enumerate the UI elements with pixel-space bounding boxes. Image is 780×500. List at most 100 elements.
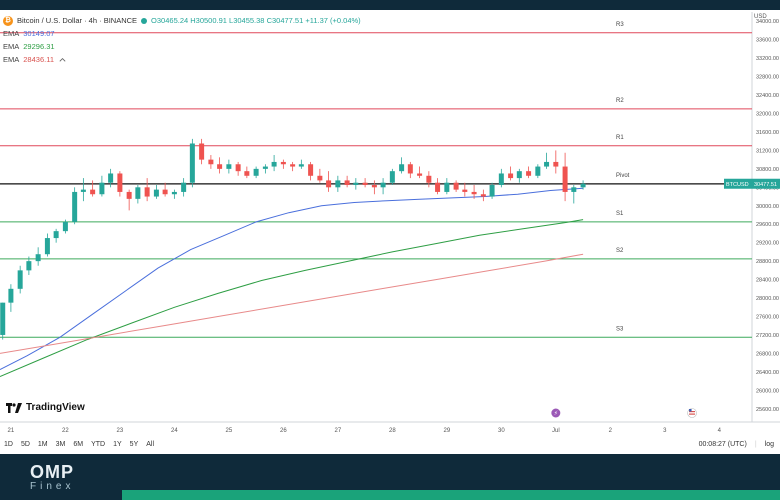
pivot-label: R2 bbox=[616, 98, 624, 104]
pivot-label: S2 bbox=[616, 248, 624, 254]
candle-body bbox=[535, 166, 541, 176]
candle-body bbox=[417, 173, 423, 176]
timeframe-5d[interactable]: 5D bbox=[20, 440, 30, 448]
timeframe-3m[interactable]: 3M bbox=[55, 440, 66, 448]
candle-body bbox=[580, 183, 586, 188]
log-scale-toggle[interactable]: log bbox=[764, 440, 774, 448]
finex-wordmark: Finex bbox=[30, 481, 75, 492]
price-tick-label: 27600.00 bbox=[756, 315, 779, 321]
price-tick-label: 27200.00 bbox=[756, 333, 779, 339]
ema-label: EMA bbox=[3, 42, 20, 51]
candle-body bbox=[108, 173, 114, 183]
toolbar-divider: | bbox=[754, 440, 757, 448]
grid bbox=[0, 12, 780, 423]
time-tick-label: 28 bbox=[389, 428, 396, 434]
price-tick-label: 29200.00 bbox=[756, 241, 779, 247]
candle-body bbox=[208, 159, 214, 165]
toolbar-right: 00:08:27 (UTC) | log bbox=[699, 437, 780, 451]
time-tick-label: Jul bbox=[552, 428, 560, 434]
time-tick-label: 30 bbox=[498, 428, 505, 434]
price-tick-label: 26800.00 bbox=[756, 351, 779, 357]
timeframe-1m[interactable]: 1M bbox=[37, 440, 48, 448]
symbol-title[interactable]: Bitcoin / U.S. Dollar · 4h · BINANCE bbox=[17, 16, 138, 25]
candle-body bbox=[544, 161, 550, 167]
candle-body bbox=[244, 171, 250, 176]
tradingview-logo: TradingView bbox=[6, 402, 85, 413]
ema-row-3[interactable]: EMA 28436.11 bbox=[3, 53, 361, 66]
currency-label[interactable]: USD bbox=[754, 14, 767, 20]
candle-body bbox=[235, 164, 241, 172]
candle-body bbox=[399, 164, 405, 172]
time-tick-label: 4 bbox=[718, 428, 722, 434]
ema-row-2[interactable]: EMA 29296.31 bbox=[3, 40, 361, 53]
pivot-label: R3 bbox=[616, 22, 624, 28]
candle-body bbox=[117, 173, 123, 192]
candle-body bbox=[553, 161, 559, 167]
ema-value: 29296.31 bbox=[23, 42, 55, 51]
last-price-tag: BTCUSD 30477.51 bbox=[724, 178, 780, 189]
ema-line bbox=[0, 253, 584, 354]
candle-body bbox=[498, 173, 504, 186]
candle-body bbox=[8, 288, 14, 303]
candle-body bbox=[162, 189, 168, 195]
candle-body bbox=[444, 182, 450, 192]
chart-panel[interactable] bbox=[0, 10, 780, 454]
time-tick-label: 24 bbox=[171, 428, 178, 434]
price-tick-label: 30800.00 bbox=[756, 167, 779, 173]
last-price-tag-box bbox=[752, 178, 780, 189]
candle-body bbox=[126, 191, 132, 199]
candle-body bbox=[335, 180, 341, 188]
symbol-tag bbox=[724, 178, 752, 189]
price-tick-label: 28000.00 bbox=[756, 296, 779, 302]
candle-body bbox=[317, 175, 323, 181]
timeframe-6m[interactable]: 6M bbox=[73, 440, 84, 448]
price-tick-label: 28400.00 bbox=[756, 278, 779, 284]
timeframe-all[interactable]: All bbox=[146, 440, 155, 448]
ohlc-readout: O30465.24 H30500.91 L30455.38 C30477.51 … bbox=[151, 16, 361, 25]
bitcoin-icon: ₿ bbox=[3, 15, 13, 26]
candle-body bbox=[80, 189, 86, 192]
candles bbox=[0, 138, 586, 340]
footer-accent-strip bbox=[122, 490, 780, 500]
omp-finex-logo[interactable]: OMP Finex bbox=[30, 463, 74, 493]
flag-canton-icon bbox=[689, 409, 692, 412]
pivot-label: Pivot bbox=[616, 173, 630, 179]
candle-body bbox=[508, 173, 514, 179]
timeframe-ytd[interactable]: YTD bbox=[91, 440, 106, 448]
timeframe-5y[interactable]: 5Y bbox=[129, 440, 139, 448]
candle-body bbox=[371, 185, 377, 188]
market-open-dot-icon bbox=[141, 17, 148, 24]
candle-body bbox=[0, 302, 6, 335]
utc-clock[interactable]: 00:08:27 (UTC) bbox=[698, 440, 747, 448]
time-tick-label: 23 bbox=[117, 428, 124, 434]
flag-stripe-icon bbox=[689, 413, 696, 415]
symbol-tag-text: BTCUSD bbox=[726, 182, 749, 188]
candle-body bbox=[72, 191, 78, 222]
candle-body bbox=[181, 182, 187, 192]
candle-body bbox=[462, 189, 468, 192]
candle-body bbox=[298, 164, 304, 167]
tradingview-icon bbox=[6, 402, 22, 413]
candle-body bbox=[262, 166, 268, 169]
timeframe-1y[interactable]: 1Y bbox=[113, 440, 122, 448]
price-tick-label: 29600.00 bbox=[756, 222, 779, 228]
flag-stripe-icon bbox=[689, 411, 696, 413]
time-tick-label: 2 bbox=[609, 428, 613, 434]
time-tick-label: 21 bbox=[8, 428, 15, 434]
candle-body bbox=[435, 182, 441, 192]
time-tick-label: 29 bbox=[443, 428, 450, 434]
last-price-value: 30477.51 bbox=[754, 182, 777, 188]
symbol-row[interactable]: ₿ Bitcoin / U.S. Dollar · 4h · BINANCE O… bbox=[3, 14, 361, 27]
ema-row-1[interactable]: EMA 30149.07 bbox=[3, 27, 361, 40]
candle-body bbox=[308, 164, 314, 176]
candle-body bbox=[389, 171, 395, 183]
collapse-chevron-icon[interactable] bbox=[58, 55, 67, 64]
price-tick-label: 32000.00 bbox=[756, 112, 779, 118]
ema-value: 28436.11 bbox=[23, 55, 54, 64]
ema-value: 30149.07 bbox=[23, 29, 55, 38]
candle-body bbox=[344, 180, 350, 186]
price-tick-label: 32800.00 bbox=[756, 75, 779, 81]
timeframe-1d[interactable]: 1D bbox=[4, 440, 13, 448]
event-icons: ⚡ bbox=[551, 408, 697, 418]
